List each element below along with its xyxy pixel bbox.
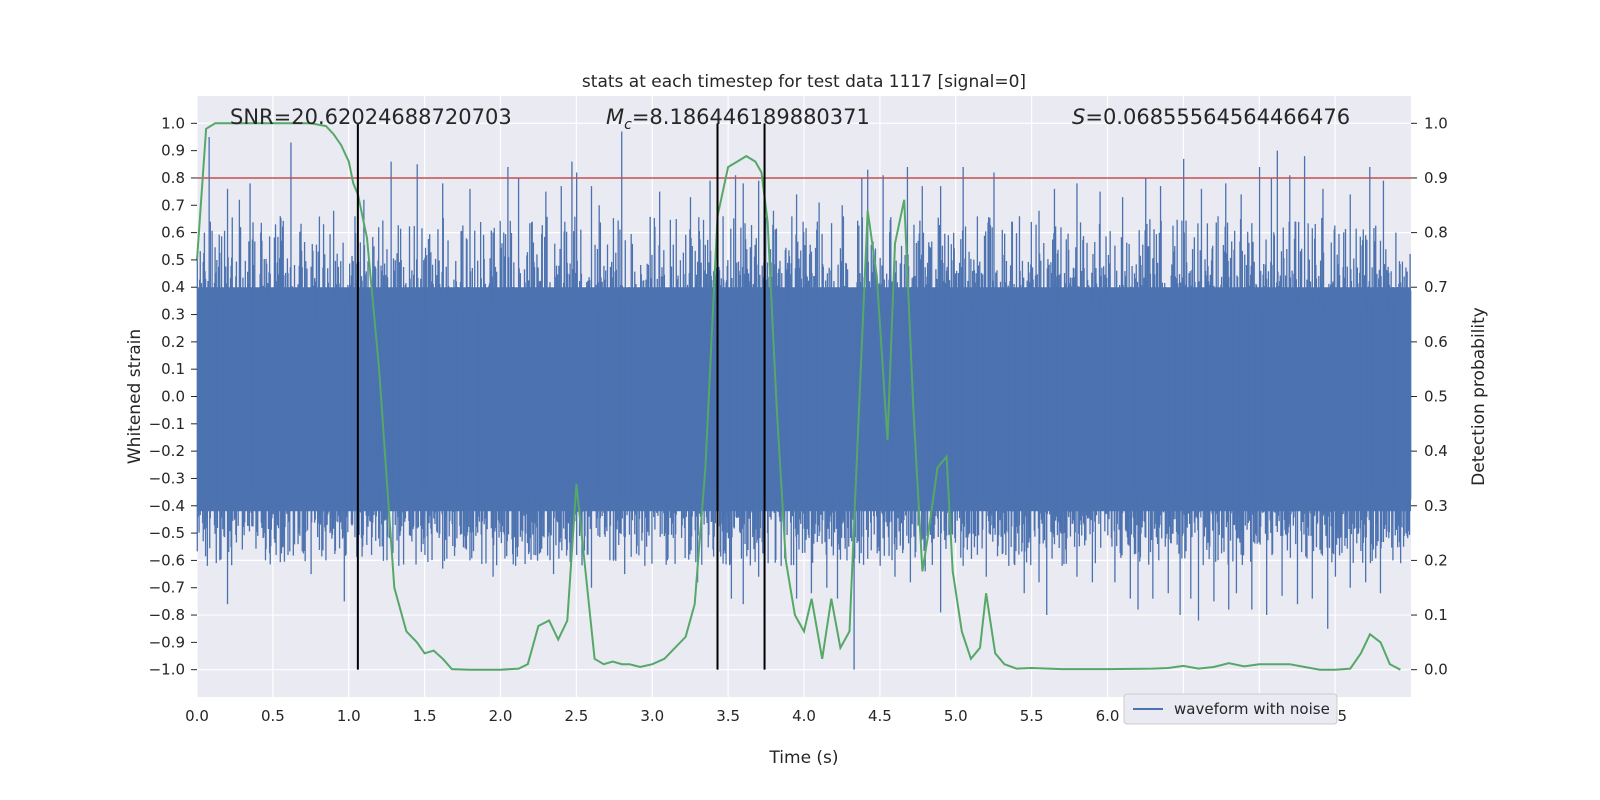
y-tick-label: 0.8 [161,169,185,187]
y-tick-label: 1.0 [161,114,185,132]
y2-tick-label: 0.1 [1424,606,1448,624]
y-tick-label: −0.7 [149,579,185,597]
y-tick-label: 0.7 [161,196,185,214]
y-tick-label: −1.0 [149,661,185,679]
y-tick-label: −0.4 [149,497,185,515]
y-tick-label: 0.5 [161,251,185,269]
y-tick-label: −0.5 [149,524,185,542]
snr-annotation: SNR=20.62024688720703 [230,105,512,129]
legend-box [1123,693,1338,725]
x-tick-label: 2.0 [489,707,513,725]
y-axis-label: Whitened strain [125,329,145,464]
y-tick-label: 0.2 [161,333,185,351]
x-tick-label: 0.0 [185,707,209,725]
x-axis-label: Time (s) [768,748,838,768]
y2-ticks: 1.0 0.9 0.8 0.7 0.6 0.5 0.4 0.3 0.2 0.1 0.0 [1411,114,1448,679]
y-tick-label: 0.6 [161,224,185,242]
y2-tick-label: 0.3 [1424,497,1448,515]
s-annotation: S=0.06855564564466476 [1072,105,1350,129]
x-tick-label: 0.5 [261,707,285,725]
y2-tick-label: 0.4 [1424,442,1448,460]
x-tick-label: 4.5 [868,707,892,725]
x-tick-label: 4.0 [792,707,816,725]
chart-title: stats at each timestep for test data 111… [582,72,1026,92]
x-tick-label: 6.0 [1096,707,1120,725]
y-tick-label: −0.8 [149,606,185,624]
y-tick-label: −0.6 [149,551,185,569]
y2-tick-label: 1.0 [1424,114,1448,132]
y2-tick-label: 0.8 [1424,224,1448,242]
x-tick-label: 2.5 [564,707,588,725]
legend-label: waveform with noise [1174,700,1330,718]
y-tick-label: 0.4 [161,278,185,296]
s-symbol: S [1072,105,1085,129]
x-tick-label: 5.5 [1020,707,1044,725]
y-tick-label: 0.9 [161,142,185,160]
mc-symbol: M [606,105,624,129]
x-tick-label: 1.5 [413,707,437,725]
x-tick-label: 3.5 [716,707,740,725]
y-ticks: 1.0 0.9 0.8 0.7 0.6 0.5 0.4 0.3 0.2 0.1 0.0 −0.1 −0.… [149,114,197,679]
y-tick-label: 0.0 [161,388,185,406]
x-ticks: 0.00.51.01.52.02.53.03.54.04.55.05.56.06… [185,707,1347,725]
y-tick-label: −0.3 [149,469,185,487]
y-tick-label: 0.3 [161,306,185,324]
legend: waveform with noise [1123,693,1338,725]
mc-subscript: c [624,117,632,133]
y-tick-label: −0.2 [149,442,185,460]
y2-tick-label: 0.7 [1424,278,1448,296]
x-tick-label: 1.0 [337,707,361,725]
strain-series [196,131,1412,670]
y-tick-label: 0.1 [161,360,185,378]
x-tick-label: 3.0 [640,707,664,725]
mc-annotation: Mc=8.186446189880371 [606,105,870,133]
y-tick-label: −0.1 [149,415,185,433]
mc-value: =8.186446189880371 [632,105,870,129]
y2-tick-label: 0.5 [1424,388,1448,406]
y2-tick-label: 0.6 [1424,333,1448,351]
y2-axis-label: Detection probability [1469,307,1489,486]
s-value: =0.06855564564466476 [1085,105,1350,129]
y2-tick-label: 0.2 [1424,551,1448,569]
vertical-markers [356,123,766,670]
y-tick-label: −0.9 [149,633,185,651]
x-tick-label: 5.0 [944,707,968,725]
y2-tick-label: 0.9 [1424,169,1448,187]
y2-tick-label: 0.0 [1424,661,1448,679]
